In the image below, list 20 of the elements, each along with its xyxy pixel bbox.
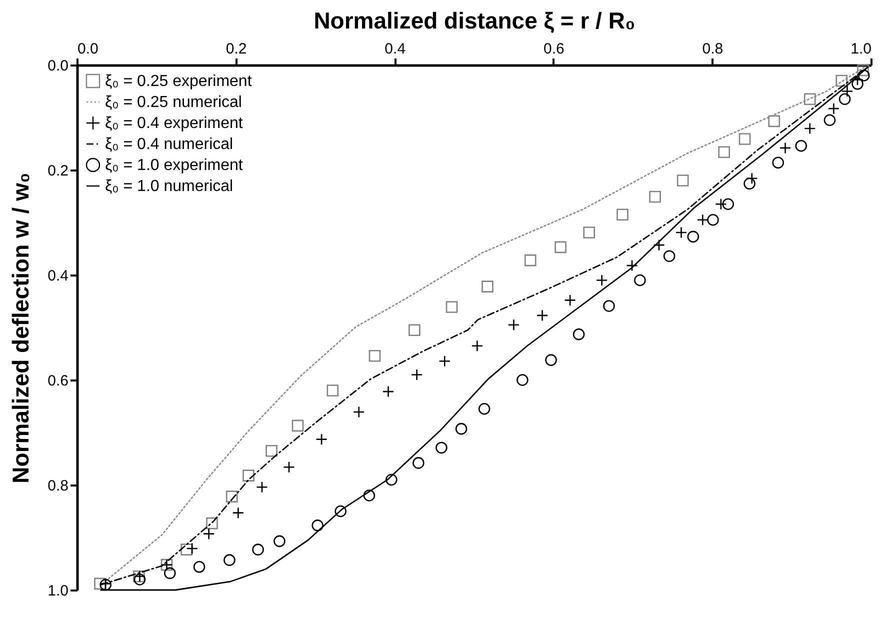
legend-label: ξ₀ = 0.25 numerical [105, 94, 242, 111]
y-tick-label: 0.4 [48, 268, 68, 284]
legend-label: ξ₀ = 1.0 numerical [105, 178, 234, 195]
x-tick-label: 0.0 [78, 40, 98, 58]
legend-label: ξ₀ = 0.4 experiment [105, 115, 244, 132]
x-tick-label: 0.6 [543, 40, 564, 58]
y-tick-label: 1.0 [48, 582, 68, 600]
legend-label: ξ₀ = 0.25 experiment [105, 73, 252, 90]
legend-label: ξ₀ = 1.0 experiment [105, 157, 244, 174]
y-tick-label: 0.0 [48, 58, 68, 74]
x-axis-title: Normalized distance ξ = r / R₀ [314, 8, 636, 34]
x-tick-label: 1.0 [850, 40, 872, 58]
x-tick-label: 0.8 [702, 40, 724, 58]
y-axis-title: Normalized deflection w / w₀ [8, 172, 34, 484]
y-tick-label: 0.6 [48, 372, 68, 390]
y-tick-label: 0.2 [48, 162, 68, 180]
x-tick-label: 0.4 [384, 40, 406, 58]
y-tick-label: 0.8 [48, 478, 68, 494]
legend-label: ξ₀ = 0.4 numerical [105, 136, 234, 153]
x-tick-label: 0.2 [226, 40, 247, 58]
